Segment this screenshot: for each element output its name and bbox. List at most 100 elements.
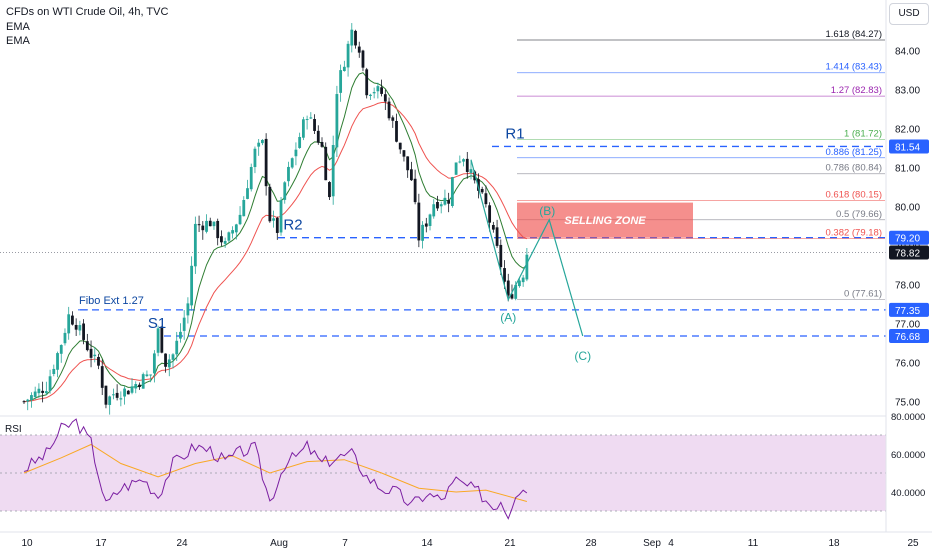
- price-badge: [889, 230, 929, 245]
- candle-body: [63, 332, 67, 344]
- currency-button[interactable]: USD: [889, 3, 929, 25]
- candle-body: [41, 390, 45, 393]
- candle-body: [238, 214, 242, 225]
- wave-label: (B): [539, 204, 555, 218]
- selling-zone-box[interactable]: [517, 202, 693, 238]
- candle-body: [59, 345, 63, 354]
- candle-body: [395, 120, 398, 142]
- candle-body: [156, 328, 160, 353]
- candle-body: [510, 294, 514, 299]
- candle-body: [145, 374, 149, 377]
- candle-body: [257, 142, 261, 147]
- candle-body: [134, 384, 138, 389]
- price-tick-label: 81.00: [895, 164, 920, 175]
- candle-body: [313, 118, 316, 131]
- candle-body: [361, 50, 365, 68]
- candle-body: [37, 388, 41, 394]
- candle-body: [480, 188, 484, 193]
- candle-body: [387, 101, 391, 119]
- fib-label: 0.382 (79.18): [825, 227, 882, 238]
- candle-body: [67, 314, 71, 334]
- candle-body: [71, 315, 74, 325]
- price-badge: [889, 328, 929, 343]
- candle-body: [48, 376, 52, 391]
- candle-body: [175, 340, 179, 355]
- candle-body: [298, 136, 302, 148]
- candle-body: [205, 220, 208, 232]
- candle-body: [447, 200, 451, 204]
- candle-body: [85, 341, 89, 351]
- candle-body: [82, 323, 85, 340]
- ema-indicator-label-1[interactable]: EMA: [6, 21, 30, 33]
- fib-label: 0.5 (79.66): [836, 209, 882, 220]
- candle-body: [514, 284, 518, 299]
- time-tick-label: Aug: [270, 538, 288, 549]
- price-tick-label: 75.00: [895, 398, 920, 409]
- ema-slow-line: [23, 101, 528, 403]
- candle-body: [499, 244, 503, 268]
- time-tick-label: Sep: [643, 538, 661, 549]
- fib-label: 1 (81.72): [844, 128, 882, 139]
- candle-body: [406, 156, 410, 171]
- selling-zone-label: SELLING ZONE: [564, 215, 646, 227]
- candle-body: [193, 223, 197, 267]
- candle-body: [495, 227, 499, 246]
- candle-body: [439, 204, 443, 207]
- candle-body: [26, 399, 30, 402]
- candle-body: [56, 353, 59, 370]
- selling-zone-layer[interactable]: SELLING ZONE: [517, 202, 693, 238]
- candle-body: [350, 29, 354, 46]
- candle-body: [316, 130, 320, 143]
- price-badge-text: 77.35: [895, 306, 920, 317]
- candle-body: [443, 197, 447, 205]
- candle-body: [469, 169, 473, 173]
- candle-body: [93, 354, 97, 357]
- fibonacci-layer: 0 (77.61) 0.382 (79.18) 0.5 (79.66) 0.618 (…: [0, 29, 886, 301]
- candle-body: [413, 178, 417, 203]
- candle-body: [506, 280, 510, 296]
- candle-body: [149, 374, 153, 376]
- price-badge: [889, 139, 929, 154]
- candle-body: [454, 162, 458, 175]
- candle-body: [357, 46, 361, 53]
- candle-body: [417, 202, 421, 241]
- candle-body: [402, 150, 406, 157]
- candle-body: [212, 221, 216, 227]
- time-tick-label: 28: [585, 538, 597, 549]
- candle-body: [44, 391, 48, 394]
- candle-body: [130, 386, 134, 393]
- candle-body: [283, 182, 287, 200]
- candle-body: [335, 94, 339, 148]
- candle-body: [305, 119, 309, 121]
- candle-body: [365, 69, 369, 96]
- candle-body: [182, 317, 186, 331]
- time-tick-label: 21: [504, 538, 516, 549]
- wave-pattern-layer: (A) (B) (C): [470, 159, 591, 363]
- candle-body: [268, 186, 272, 222]
- candle-body: [97, 356, 100, 366]
- candle-body: [372, 92, 376, 94]
- candle-body: [160, 326, 164, 353]
- candle-body: [391, 117, 395, 121]
- candle-body: [354, 30, 357, 46]
- candle-body: [436, 201, 439, 209]
- ema-indicator-label-2[interactable]: EMA: [6, 35, 30, 47]
- candle-body: [491, 224, 495, 230]
- candle-body: [331, 145, 335, 197]
- candle-body: [164, 353, 167, 367]
- candle-body: [22, 401, 26, 403]
- candle-body: [74, 324, 78, 330]
- levels-layer: [78, 145, 886, 337]
- time-tick-label: 10: [21, 538, 33, 549]
- time-tick-label: 11: [748, 538, 759, 549]
- time-tick-label: 24: [176, 538, 188, 549]
- candle-body: [33, 391, 37, 398]
- candle-body: [261, 139, 264, 144]
- level-label: Fibo Ext 1.27: [79, 295, 144, 307]
- candle-body: [521, 277, 525, 283]
- price-badges-layer: 81.54 79.20 78.82 77.35 76.68: [889, 139, 929, 343]
- candle-body: [272, 218, 275, 221]
- rsi-title: RSI: [5, 424, 22, 435]
